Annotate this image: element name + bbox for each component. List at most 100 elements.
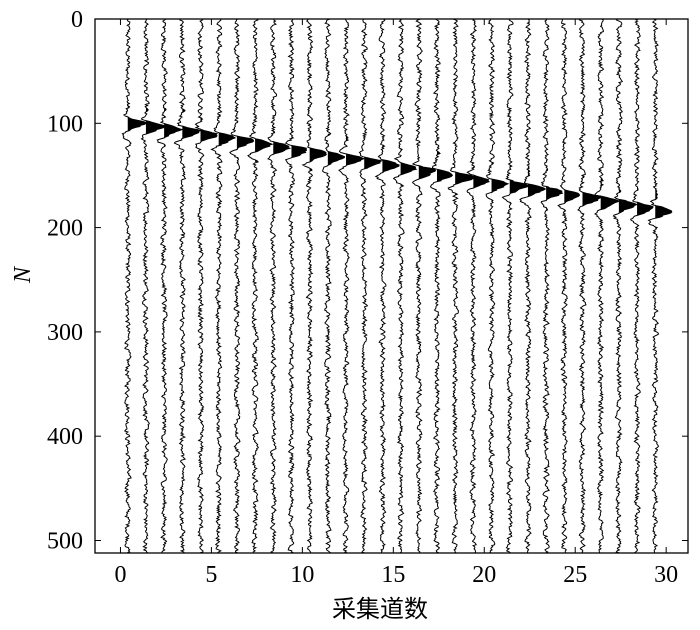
trace-positive-fill [127, 100, 146, 141]
trace-positive-fill [509, 162, 529, 204]
trace-line [358, 18, 384, 554]
y-tick-label: 100 [47, 111, 83, 137]
trace-16 [392, 18, 418, 554]
trace-positive-fill [255, 121, 273, 162]
trace-21 [485, 18, 510, 554]
trace-18 [429, 18, 454, 554]
trace-line [247, 18, 274, 554]
trace-positive-fill [600, 178, 619, 220]
trace-4 [173, 18, 202, 554]
y-tick-label: 200 [47, 216, 83, 242]
trace-line [630, 18, 654, 554]
trace-line [485, 18, 510, 554]
trace-line [540, 18, 564, 554]
y-tick-label: 400 [47, 424, 83, 450]
trace-positive-fill [382, 142, 400, 183]
trace-positive-fill [309, 130, 327, 172]
trace-9 [267, 18, 292, 554]
trace-positive-fill [218, 115, 236, 156]
trace-line [411, 18, 437, 554]
trace-line [322, 18, 346, 554]
trace-3 [156, 18, 184, 554]
trace-19 [447, 18, 474, 554]
trace-line [284, 18, 308, 554]
trace-line [374, 18, 400, 554]
trace-25 [557, 18, 581, 553]
trace-line [194, 18, 219, 554]
trace-line [612, 18, 639, 554]
trace-line [338, 18, 366, 554]
trace-positive-fill [400, 145, 417, 186]
trace-line [577, 18, 604, 554]
trace-line [466, 18, 490, 554]
trace-positive-fill [455, 154, 474, 196]
x-tick-label: 15 [381, 562, 405, 588]
trace-17 [411, 18, 437, 554]
trace-24 [540, 18, 564, 554]
trace-positive-fill [582, 175, 603, 217]
trace-positive-fill [273, 124, 290, 165]
trace-29 [630, 18, 654, 554]
trace-positive-fill [236, 118, 254, 159]
trace-positive-fill [291, 127, 307, 169]
traces-group [121, 18, 673, 554]
trace-positive-fill [473, 157, 489, 199]
trace-positive-fill [327, 133, 345, 175]
trace-line [267, 18, 292, 554]
trace-positive-fill [436, 151, 453, 193]
trace-line [173, 18, 202, 554]
y-tick-label: 500 [47, 528, 83, 554]
x-tick-label: 10 [290, 562, 314, 588]
trace-14 [358, 18, 384, 554]
trace-26 [577, 18, 604, 554]
trace-line [429, 18, 454, 554]
y-axis-label: N [10, 265, 36, 284]
trace-1 [121, 18, 147, 554]
trace-22 [501, 18, 530, 554]
trace-28 [612, 18, 639, 554]
trace-line [594, 18, 620, 554]
plot-frame [94, 18, 689, 554]
trace-6 [210, 18, 237, 554]
trace-positive-fill [145, 103, 166, 145]
x-axis-label: 采集道数 [332, 596, 428, 623]
trace-30 [647, 18, 673, 554]
trace-line [229, 18, 255, 554]
trace-positive-fill [655, 188, 672, 229]
x-tick-label: 20 [472, 562, 496, 588]
trace-line [557, 18, 581, 553]
trace-line [647, 18, 673, 554]
trace-positive-fill [527, 166, 546, 207]
trace-12 [322, 18, 346, 554]
x-tick-label: 5 [205, 562, 217, 588]
x-axis: 0 5 10 15 20 25 30 [114, 19, 678, 588]
trace-20 [466, 18, 490, 554]
trace-line [447, 18, 474, 554]
trace-7 [229, 18, 255, 554]
y-axis: 0 100 200 300 400 500 [47, 7, 688, 554]
trace-line [392, 18, 418, 554]
trace-8 [247, 18, 274, 554]
trace-5 [194, 18, 219, 554]
trace-line [140, 18, 166, 554]
y-tick-label: 0 [71, 7, 83, 33]
trace-line [301, 18, 327, 554]
trace-positive-fill [564, 172, 580, 213]
trace-line [210, 18, 237, 554]
trace-11 [301, 18, 327, 554]
trace-positive-fill [182, 108, 201, 150]
trace-27 [594, 18, 620, 554]
trace-15 [374, 18, 400, 554]
trace-positive-fill [418, 148, 436, 189]
trace-23 [519, 18, 547, 554]
trace-line [121, 18, 147, 554]
x-tick-label: 25 [563, 562, 587, 588]
x-tick-label: 0 [114, 562, 126, 588]
trace-2 [140, 18, 166, 554]
trace-13 [338, 18, 366, 554]
trace-line [156, 18, 184, 554]
x-tick-label: 30 [654, 562, 678, 588]
trace-10 [284, 18, 308, 554]
trace-positive-fill [164, 106, 182, 148]
